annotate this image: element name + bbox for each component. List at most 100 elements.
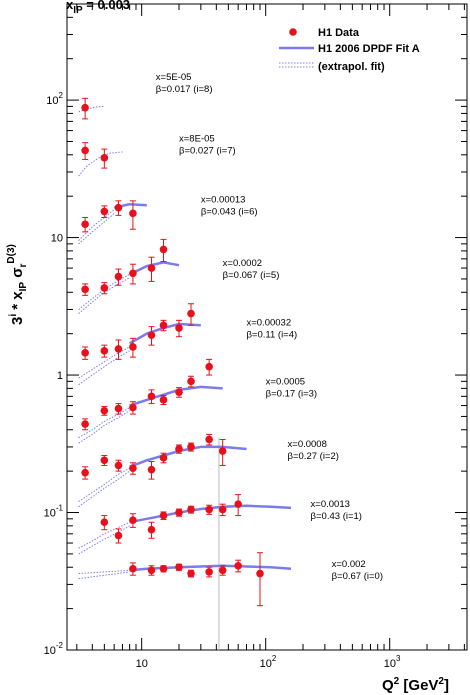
data-point	[114, 404, 123, 413]
data-point	[147, 465, 156, 474]
y-tick-label: 10-2	[44, 641, 64, 657]
y-tick-label: 10	[51, 233, 63, 245]
legend-label-fit: H1 2006 DPDF Fit A	[318, 43, 420, 55]
data-point	[129, 343, 137, 351]
data-point	[114, 272, 123, 281]
data-point	[205, 435, 213, 444]
y-tick-label: 1	[57, 370, 63, 382]
data-point	[114, 461, 123, 470]
data-point	[187, 443, 195, 451]
y-tick-label: 10-1	[44, 504, 64, 520]
x-tick-label: 103	[384, 654, 401, 670]
series-labels: x=5E-05β=0.017 (i=8) x=8E-05β=0.027 (i=7)…	[156, 72, 383, 582]
data-point	[100, 518, 109, 527]
legend-marker-data	[289, 28, 297, 36]
y-axis-label: 3i * xIP σrD(3)	[6, 244, 29, 325]
data-point	[100, 284, 109, 292]
data-point	[256, 569, 264, 578]
data-point	[175, 445, 183, 453]
series-label-beta-i5: β=0.067 (i=5)	[223, 270, 280, 281]
extrap-curve-b-i8	[78, 151, 123, 177]
x-tick-label: 102	[260, 654, 277, 670]
fit-curve-i4	[129, 385, 223, 407]
series-label-x-i5: x=0.0002	[223, 258, 262, 269]
data-point	[129, 464, 137, 473]
data-point	[129, 209, 137, 218]
fit-curves	[78, 105, 292, 580]
data-point	[159, 511, 168, 520]
data-point	[129, 269, 137, 278]
data-point	[205, 362, 213, 371]
series-label-x-i0: x=0.002	[332, 559, 366, 570]
extrap-curve-a-i4	[78, 407, 130, 439]
data-point	[147, 525, 156, 534]
data-point	[100, 154, 109, 162]
data-point	[234, 500, 242, 508]
x-tick-label: 10	[136, 658, 148, 670]
data-point	[81, 220, 89, 229]
data-point	[175, 563, 183, 572]
data-point	[147, 392, 156, 401]
fit-curve-i6	[129, 261, 180, 276]
data-point	[159, 245, 168, 254]
data-point	[147, 264, 156, 272]
data-point	[159, 396, 168, 404]
data-point	[81, 285, 89, 294]
data-point	[205, 505, 213, 514]
data-point	[114, 203, 123, 212]
series-label-beta-i8: β=0.017 (i=8)	[156, 84, 213, 95]
series-label-x-i4: x=0.00032	[246, 317, 291, 328]
legend-label-extrap: (extrapol. fit)	[318, 61, 385, 73]
plot-border	[66, 3, 468, 651]
data-point	[100, 406, 109, 415]
extrap-curve-a-i2	[78, 521, 130, 549]
extrap-curve-b-i7	[78, 213, 115, 245]
data-point	[100, 207, 109, 216]
series-label-x-i2: x=0.0008	[288, 439, 327, 450]
data-point	[187, 309, 195, 318]
series-label-x-i1: x=0.0013	[311, 499, 350, 510]
data-point	[81, 146, 89, 155]
extrap-curve-b-i3	[78, 470, 130, 508]
fit-curve-i2	[129, 504, 292, 524]
data-point	[218, 447, 227, 455]
data-point	[187, 569, 195, 578]
data-point	[175, 388, 183, 397]
data-point	[205, 568, 213, 576]
data-point	[129, 564, 137, 573]
series-label-x-i7: x=8E-05	[179, 133, 215, 144]
data-point	[81, 103, 89, 112]
data-point	[187, 505, 195, 514]
series-label-beta-i6: β=0.043 (i=6)	[201, 206, 258, 217]
extrap-curve-a-i7	[78, 209, 115, 241]
plot-frame	[66, 3, 468, 651]
data-point	[218, 566, 227, 575]
x-axis-label: Q2 [GeV2]	[382, 676, 449, 694]
series-label-beta-i7: β=0.027 (i=7)	[179, 145, 236, 156]
extrap-curve-b-i4	[78, 410, 130, 444]
extrap-curve-b-i1	[78, 571, 130, 580]
fit-curve-i3	[129, 445, 247, 468]
series-label-beta-i0: β=0.67 (i=0)	[332, 571, 383, 582]
data-point	[114, 345, 123, 353]
data-point	[159, 564, 168, 573]
data-point	[159, 321, 168, 330]
series-label-x-i6: x=0.00013	[201, 194, 246, 205]
data-points	[81, 97, 264, 607]
legend: H1 Data H1 2006 DPDF Fit A (extrapol. fi…	[279, 27, 420, 73]
data-point	[175, 324, 183, 332]
data-point	[147, 566, 156, 575]
data-point	[234, 561, 242, 570]
series-label-beta-i3: β=0.17 (i=3)	[266, 389, 317, 400]
data-point	[81, 420, 89, 428]
data-point	[218, 505, 227, 514]
data-point	[100, 347, 109, 355]
y-tick-label: 102	[46, 91, 63, 107]
series-label-x-i8: x=5E-05	[156, 72, 192, 83]
series-label-x-i3: x=0.0005	[266, 377, 305, 388]
data-point	[147, 331, 156, 339]
data-point	[81, 349, 89, 357]
data-point	[81, 468, 89, 477]
series-label-beta-i2: β=0.27 (i=2)	[288, 451, 339, 462]
